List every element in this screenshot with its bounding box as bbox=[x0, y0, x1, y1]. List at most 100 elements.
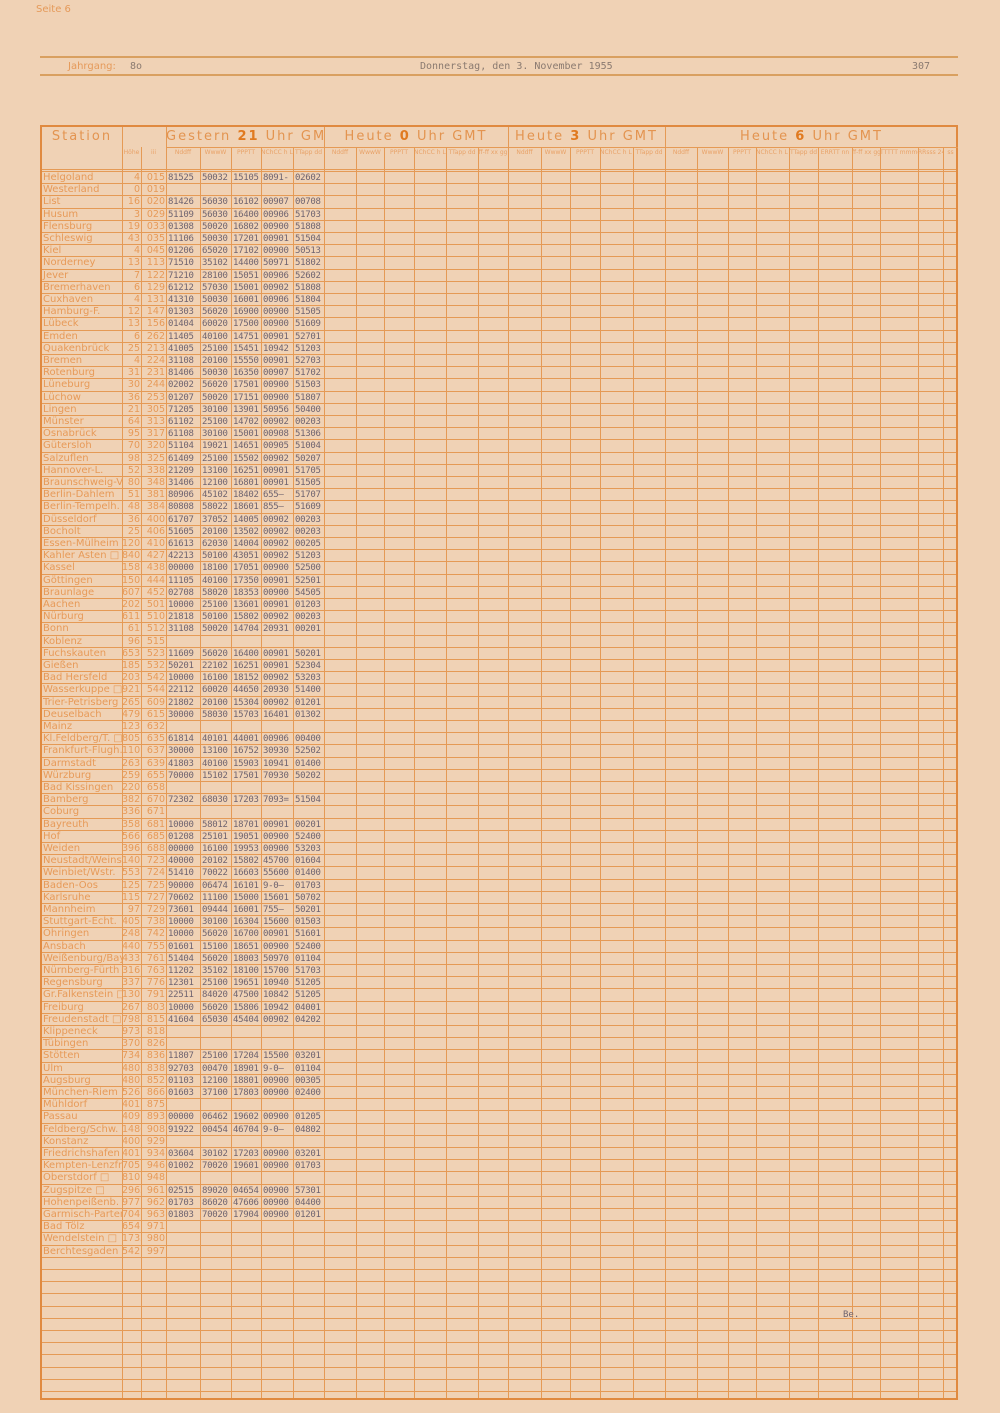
observation-cell: 16400 bbox=[233, 209, 259, 220]
observation-cell: 01703 bbox=[168, 1197, 194, 1208]
station-name: Freiburg bbox=[43, 1001, 84, 1013]
grid-line bbox=[42, 903, 956, 904]
station-id: 639 bbox=[146, 757, 165, 769]
observation-cell: 19021 bbox=[202, 441, 228, 452]
station-height: 1486 bbox=[122, 1123, 141, 1135]
observation-cell: 19601 bbox=[233, 1161, 259, 1172]
observation-cell: 01303 bbox=[168, 307, 194, 318]
station-id: 738 bbox=[146, 916, 165, 928]
station-name: Lübeck bbox=[43, 318, 79, 330]
observation-cell: 17203 bbox=[233, 795, 259, 806]
observation-cell: 20931 bbox=[263, 624, 289, 635]
station-height: 4 bbox=[133, 294, 140, 305]
observation-cell: 51504 bbox=[295, 795, 321, 806]
station-name: Stötten bbox=[43, 1050, 80, 1062]
station-name: Norderney bbox=[43, 257, 96, 269]
observation-cell: 14702 bbox=[233, 417, 259, 427]
station-height: 542 bbox=[122, 1245, 141, 1257]
grid-line bbox=[756, 147, 757, 1398]
station-name: Emden bbox=[43, 330, 78, 342]
observation-cell: 15051 bbox=[233, 270, 259, 281]
station-height: 202 bbox=[122, 599, 141, 610]
observation-cell: 56020 bbox=[202, 953, 228, 964]
station-id: 755 bbox=[146, 940, 165, 952]
observation-cell: 19651 bbox=[233, 978, 259, 989]
grid-line bbox=[42, 183, 956, 185]
station-height: 4 bbox=[133, 245, 140, 257]
observation-cell: 70930 bbox=[263, 770, 289, 781]
observation-cell: 14751 bbox=[233, 331, 259, 342]
grid-line bbox=[42, 829, 956, 831]
station-id: 400 bbox=[146, 513, 165, 525]
observation-cell: 73601 bbox=[168, 905, 194, 915]
grid-line bbox=[42, 744, 956, 746]
observation-cell: 00901 bbox=[263, 234, 289, 244]
station-id: 231 bbox=[146, 367, 165, 379]
station-height: 7 bbox=[133, 269, 140, 281]
station-name: Braunlage bbox=[43, 586, 95, 598]
observation-cell: 25100 bbox=[202, 343, 228, 354]
grid-line bbox=[42, 561, 956, 563]
observation-cell: 00902 bbox=[263, 453, 289, 464]
grid-line bbox=[42, 976, 956, 978]
observation-cell: 57301 bbox=[295, 1185, 321, 1196]
observation-cell: 25100 bbox=[202, 417, 228, 427]
grid-line bbox=[42, 500, 956, 502]
station-name: Klippeneck bbox=[43, 1026, 98, 1037]
observation-cell: 00901 bbox=[263, 331, 289, 342]
observation-cell: 01206 bbox=[168, 246, 194, 257]
station-height: 19 bbox=[127, 220, 140, 232]
station-id: 338 bbox=[146, 464, 165, 476]
grid-line bbox=[42, 1378, 956, 1380]
observation-cell: 17501 bbox=[233, 770, 259, 781]
observation-cell: 04802 bbox=[295, 1124, 321, 1135]
observation-cell: 30000 bbox=[168, 709, 194, 720]
station-height: 611 bbox=[122, 611, 141, 623]
station-name: Garmisch-Partenk. bbox=[43, 1209, 122, 1220]
station-id: 544 bbox=[146, 684, 165, 696]
station-id: 908 bbox=[146, 1123, 165, 1135]
observation-cell: 61707 bbox=[168, 514, 194, 525]
observation-cell: 17904 bbox=[233, 1210, 259, 1220]
station-id: 997 bbox=[146, 1245, 165, 1257]
station-name: Kahler Asten □ bbox=[43, 550, 120, 562]
grid-line bbox=[42, 1171, 956, 1173]
grid-line bbox=[42, 805, 956, 807]
station-name: Kiel bbox=[43, 245, 62, 257]
station-id: 729 bbox=[146, 904, 165, 915]
station-name: Braunschweig-V. bbox=[43, 477, 122, 488]
station-height: 80 bbox=[127, 477, 140, 488]
observation-cell: 51205 bbox=[295, 990, 321, 1001]
group-prefix: Gestern bbox=[166, 129, 238, 144]
observation-cell: 47606 bbox=[233, 1197, 259, 1208]
station-height: 4 bbox=[133, 172, 140, 183]
observation-cell: 01603 bbox=[168, 1088, 194, 1098]
grid-line bbox=[166, 127, 167, 1398]
observation-cell: 16100 bbox=[202, 673, 228, 684]
observation-cell: 18801 bbox=[233, 1075, 259, 1086]
grid-line bbox=[42, 512, 956, 514]
station-name: Bad Kissingen bbox=[43, 782, 114, 793]
observation-cell: 15000 bbox=[233, 892, 259, 903]
station-id: 803 bbox=[146, 1001, 165, 1013]
page-label: Seite 6 bbox=[36, 4, 71, 15]
observation-cell: 01503 bbox=[295, 917, 321, 928]
observation-cell: 13100 bbox=[202, 746, 228, 757]
observation-cell: 71210 bbox=[168, 270, 194, 281]
station-name: Lüneburg bbox=[43, 379, 91, 391]
grid-line bbox=[42, 1122, 956, 1124]
observation-cell: 47500 bbox=[233, 990, 259, 1001]
observation-cell: 15502 bbox=[233, 453, 259, 464]
station-name: Flensburg bbox=[43, 220, 93, 232]
station-height: 203 bbox=[122, 672, 141, 684]
group-hour: 0 bbox=[399, 129, 411, 144]
station-id: 963 bbox=[146, 1209, 165, 1220]
observation-cell: 03201 bbox=[295, 1051, 321, 1062]
station-id: 632 bbox=[146, 721, 165, 732]
observation-cell: 11807 bbox=[168, 1051, 194, 1062]
observation-cell: 52502 bbox=[295, 746, 321, 757]
grid-line bbox=[42, 354, 956, 355]
observation-cell: 51404 bbox=[168, 953, 194, 964]
observation-cell: 71510 bbox=[168, 258, 194, 269]
station-height: 810 bbox=[122, 1172, 141, 1184]
